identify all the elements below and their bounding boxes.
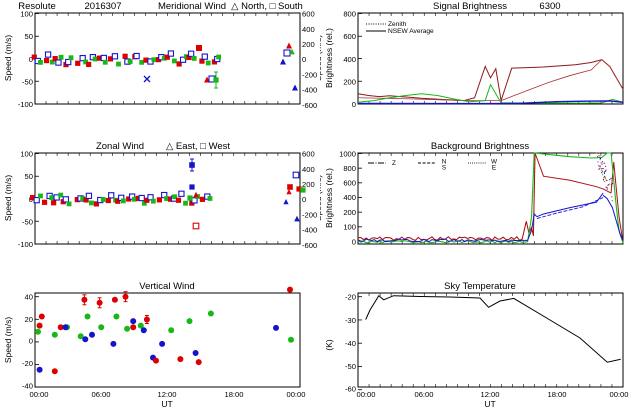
svg-text:UT: UT (484, 399, 495, 409)
svg-text:12:00: 12:00 (157, 390, 176, 399)
svg-text:0: 0 (29, 337, 33, 346)
svg-text:00:00: 00:00 (29, 390, 48, 399)
svg-text:100: 100 (20, 150, 33, 159)
svg-text:06:00: 06:00 (91, 390, 110, 399)
svg-text:600: 600 (302, 150, 315, 159)
svg-text:800: 800 (343, 164, 356, 173)
svg-text:-100: -100 (18, 100, 33, 109)
svg-text:Speed (m/s): Speed (m/s) (320, 175, 323, 221)
svg-text:Speed (m/s): Speed (m/s) (3, 175, 13, 221)
svg-text:400: 400 (343, 55, 356, 64)
svg-text:18:00: 18:00 (224, 390, 243, 399)
svg-text:12:00: 12:00 (480, 390, 499, 399)
svg-text:200: 200 (302, 40, 315, 49)
svg-text:Brightness (rel.): Brightness (rel.) (324, 28, 334, 88)
svg-text:50: 50 (25, 172, 33, 181)
svg-text:40: 40 (25, 293, 33, 302)
svg-text:200: 200 (343, 208, 356, 217)
svg-text:800: 800 (343, 10, 356, 19)
svg-text:Meridional Wind: Meridional Wind (158, 1, 226, 12)
svg-text:20: 20 (25, 315, 33, 324)
svg-text:00:00: 00:00 (356, 390, 375, 399)
svg-text:400: 400 (302, 25, 315, 34)
svg-text:S: S (442, 165, 446, 172)
svg-text:100: 100 (20, 10, 33, 19)
svg-text:Brightness (rel.): Brightness (rel.) (324, 168, 334, 228)
svg-text:00:00: 00:00 (609, 390, 628, 399)
svg-text:100: 100 (343, 223, 356, 232)
svg-text:200: 200 (343, 78, 356, 87)
svg-text:400: 400 (343, 193, 356, 202)
svg-text:50: 50 (25, 32, 33, 41)
svg-text:-100: -100 (18, 240, 33, 249)
svg-text:Speed (m/s): Speed (m/s) (3, 317, 13, 363)
svg-text:-20: -20 (345, 293, 356, 302)
svg-text:18:00: 18:00 (547, 390, 566, 399)
svg-text:0: 0 (302, 55, 306, 64)
svg-text:06:00: 06:00 (414, 390, 433, 399)
svg-text:Z: Z (392, 160, 396, 167)
svg-text:-30: -30 (345, 316, 356, 325)
svg-text:1000: 1000 (339, 150, 356, 159)
svg-text:00:00: 00:00 (286, 390, 305, 399)
svg-text:UT: UT (161, 399, 172, 409)
svg-text:-600: -600 (302, 101, 317, 110)
svg-text:NSEW Average: NSEW Average (388, 28, 434, 35)
svg-text:2016307: 2016307 (85, 1, 122, 12)
svg-text:Speed (m/s): Speed (m/s) (320, 35, 323, 81)
svg-text:-50: -50 (345, 362, 356, 371)
svg-text:-600: -600 (302, 241, 317, 250)
svg-text:600: 600 (343, 179, 356, 188)
svg-text:-50: -50 (22, 218, 33, 227)
svg-text:Background Brightness: Background Brightness (431, 141, 529, 152)
svg-text:-40: -40 (345, 339, 356, 348)
svg-text:Speed (m/s): Speed (m/s) (3, 35, 13, 81)
svg-text:-50: -50 (22, 78, 33, 87)
svg-text:-20: -20 (22, 359, 33, 368)
svg-text:-60: -60 (345, 385, 356, 394)
svg-text:Sky Temperature: Sky Temperature (444, 281, 516, 292)
svg-text:Zenith: Zenith (388, 21, 407, 28)
svg-text:0: 0 (352, 238, 356, 247)
svg-text:600: 600 (302, 10, 315, 19)
svg-text:△ North, □ South: △ North, □ South (231, 1, 303, 12)
svg-text:Vertical Wind: Vertical Wind (139, 281, 194, 292)
svg-text:-200: -200 (302, 71, 317, 80)
svg-text:-200: -200 (302, 211, 317, 220)
svg-text:(K): (K) (324, 339, 334, 351)
svg-text:Zonal Wind: Zonal Wind (96, 141, 144, 152)
svg-text:400: 400 (302, 165, 315, 174)
svg-text:600: 600 (343, 32, 356, 41)
svg-text:0: 0 (302, 195, 306, 204)
svg-text:Signal Brightness: Signal Brightness (433, 1, 507, 12)
svg-text:-400: -400 (302, 226, 317, 235)
svg-text:E: E (492, 165, 496, 172)
svg-text:△ East, □ West: △ East, □ West (166, 141, 230, 152)
svg-text:-400: -400 (302, 86, 317, 95)
svg-text:0: 0 (352, 100, 356, 109)
svg-text:6300: 6300 (539, 1, 560, 12)
